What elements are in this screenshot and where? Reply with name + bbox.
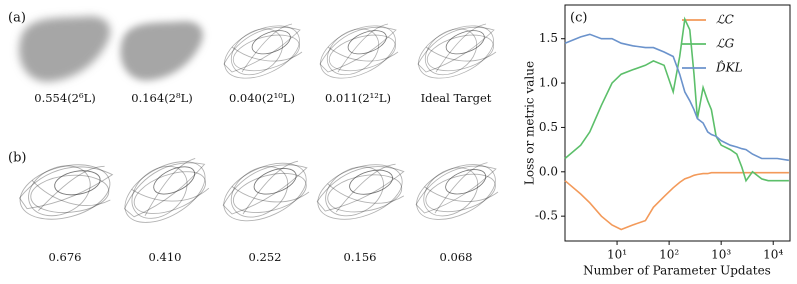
image (214, 151, 316, 233)
panel-label: (a) (8, 11, 26, 26)
legend-label: ℒG (716, 37, 735, 51)
caption: 0.068 (440, 250, 473, 264)
x-tick-label: 10⁴ (763, 248, 783, 262)
image (19, 16, 110, 81)
caption: Ideal Target (421, 91, 492, 105)
y-axis-label: Loss or metric value (523, 61, 537, 185)
image-row-a (19, 14, 502, 90)
caption: 0.040(2¹⁰L) (229, 91, 295, 105)
series-line (564, 171, 789, 231)
y-tick-label: 0.5 (539, 120, 558, 134)
image (216, 14, 308, 90)
image (407, 152, 505, 232)
caption: 0.252 (249, 250, 282, 264)
captions: 0.554(2⁶L) 0.164(2⁸L) 0.040(2¹⁰L) 0.011(2¹²… (34, 91, 492, 264)
caption: 0.164(2⁸L) (131, 91, 192, 105)
caption: 0.011(2¹²L) (325, 91, 391, 105)
image (111, 146, 219, 238)
x-tick-label: 10² (659, 248, 679, 262)
image (306, 146, 414, 238)
y-tick-label: 0.0 (539, 164, 558, 178)
x-axis-label: Number of Parameter Updates (583, 264, 771, 278)
image (312, 14, 404, 90)
legend-label: D̂KL (715, 59, 743, 74)
caption: 0.410 (149, 250, 182, 264)
x-tick-label: 10¹ (607, 248, 627, 262)
panel-label: (c) (570, 11, 587, 26)
image (410, 14, 502, 90)
caption: 0.676 (49, 250, 82, 264)
caption: 0.156 (344, 250, 377, 264)
y-tick-label: 1.5 (539, 31, 558, 45)
legend-label: ℒC (716, 13, 734, 27)
image (120, 21, 202, 80)
series-line (564, 33, 790, 162)
series-line (564, 16, 789, 183)
image-row-b (5, 140, 505, 244)
y-tick-label: -0.5 (535, 209, 558, 223)
panel-label: (b) (8, 151, 26, 166)
caption: 0.554(2⁶L) (34, 91, 95, 105)
y-tick-label: 1.0 (539, 76, 558, 90)
x-tick-label: 10³ (711, 248, 731, 262)
plot-frame (564, 4, 791, 242)
